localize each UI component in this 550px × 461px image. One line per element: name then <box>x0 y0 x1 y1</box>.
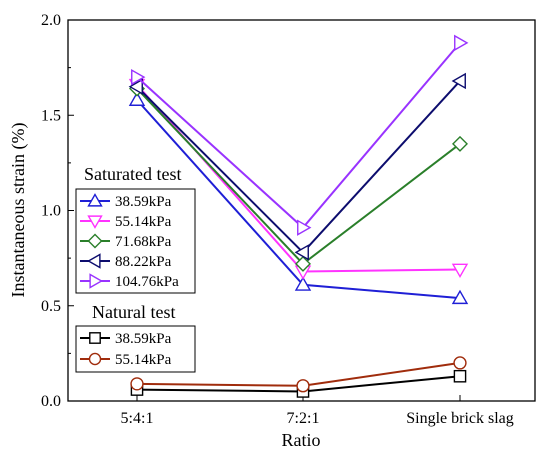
series-line-0-2 <box>136 87 461 266</box>
data-point-0-3-0 <box>128 78 143 95</box>
legend-label-0-3: 88.22kPa <box>115 254 172 270</box>
x-tick-label-2: Single brick slag <box>406 410 514 427</box>
data-point-0-4-2 <box>454 34 469 52</box>
data-point-1-0-2 <box>453 369 467 383</box>
data-point-0-0-1 <box>294 276 312 291</box>
legend-label-1-0: 38.59kPa <box>115 331 172 347</box>
data-point-0-1-2 <box>451 263 469 278</box>
legend-box-saturated <box>75 188 196 294</box>
y-axis-title: Instantaneous strain (%) <box>8 123 29 298</box>
y-tick-label-2: 1.0 <box>41 203 61 220</box>
series-line-0-1 <box>136 84 461 273</box>
data-point-0-4-1 <box>297 219 312 236</box>
legend-label-0-0: 38.59kPa <box>115 194 172 210</box>
legend-label-1-1: 55.14kPa <box>115 352 172 368</box>
data-point-0-2-1 <box>295 255 311 272</box>
x-tick-label-1: 7:2:1 <box>287 410 320 427</box>
legend-marker-0-4 <box>89 273 103 289</box>
legends: Saturated test 38.59kPa 55.14kPa 71.68kPa 8… <box>75 164 196 373</box>
data-point-1-1-0 <box>130 377 144 391</box>
legend-label-0-4: 104.76kPa <box>115 274 179 290</box>
series-layer <box>128 34 469 398</box>
data-point-0-3-2 <box>451 72 466 90</box>
x-axis-title: Ratio <box>282 430 321 450</box>
legend-marker-0-3 <box>87 253 101 269</box>
x-tick-label-0: 5:4:1 <box>121 410 154 427</box>
legend-title-saturated: Saturated test <box>84 164 181 184</box>
legend-box-natural <box>75 325 196 373</box>
y-tick-label-3: 1.5 <box>41 107 61 124</box>
data-point-0-4-0 <box>131 68 146 86</box>
data-point-1-1-2 <box>453 356 467 370</box>
y-tick-label-1: 0.5 <box>41 298 61 315</box>
axis-ticks: 0.0 0.5 1.0 1.5 2.0 5:4:1 7:2:1 Single brick sl… <box>41 12 514 427</box>
legend-marker-0-2 <box>87 233 103 249</box>
legend-label-0-2: 71.68kPa <box>115 234 172 250</box>
legend-marker-0-1 <box>87 215 103 229</box>
legend-items-natural: 38.59kPa 55.14kPa <box>80 331 172 368</box>
legend-label-0-1: 55.14kPa <box>115 214 172 230</box>
data-point-1-1-1 <box>296 379 310 393</box>
data-point-0-2-2 <box>452 135 468 152</box>
legend-title-natural: Natural test <box>92 302 175 322</box>
legend-marker-1-0 <box>89 332 101 344</box>
legend-marker-0-0 <box>87 193 103 207</box>
data-point-0-0-2 <box>451 289 469 305</box>
data-point-0-0-0 <box>128 91 146 106</box>
data-point-0-3-1 <box>294 244 309 261</box>
legend-items-saturated: 38.59kPa 55.14kPa 71.68kPa 88.22kPa 104.76kP… <box>80 193 179 290</box>
y-tick-label-0: 0.0 <box>41 393 61 410</box>
y-tick-label-4: 2.0 <box>41 12 61 29</box>
legend-marker-1-1 <box>88 352 102 366</box>
